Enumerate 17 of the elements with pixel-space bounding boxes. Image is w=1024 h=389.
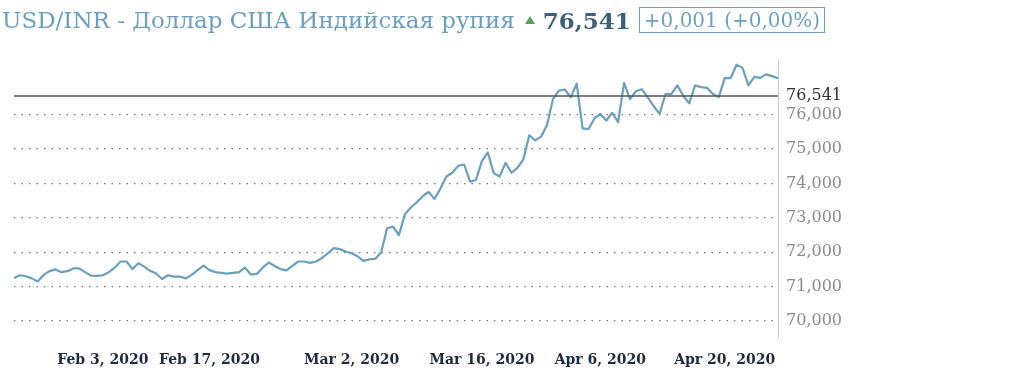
ref-line-label: 76,541: [786, 85, 842, 105]
x-tick-label: Apr 20, 2020: [673, 351, 776, 368]
text: +0,001 (+0,00%): [638, 7, 826, 33]
x-tick-label: Feb 3, 2020: [57, 351, 149, 368]
chart-title: USD/INR - Доллар США Индийская рупия: [2, 7, 515, 33]
x-tick-label: Mar 2, 2020: [303, 351, 400, 368]
y-tick-label: 75,000: [786, 138, 842, 158]
y-tick-label: 70,000: [786, 310, 842, 330]
y-tick-label: 76,000: [786, 103, 842, 123]
x-tick-label: Mar 16, 2020: [429, 351, 535, 368]
y-tick-label: 71,000: [786, 275, 842, 295]
y-tick-label: 73,000: [786, 206, 842, 226]
y-tick-label: 72,000: [786, 241, 842, 261]
x-tick-label: Apr 6, 2020: [553, 351, 647, 368]
text: 76,541: [542, 6, 631, 34]
x-tick-label: Feb 17, 2020: [158, 351, 261, 368]
y-tick-label: 74,000: [786, 172, 842, 192]
